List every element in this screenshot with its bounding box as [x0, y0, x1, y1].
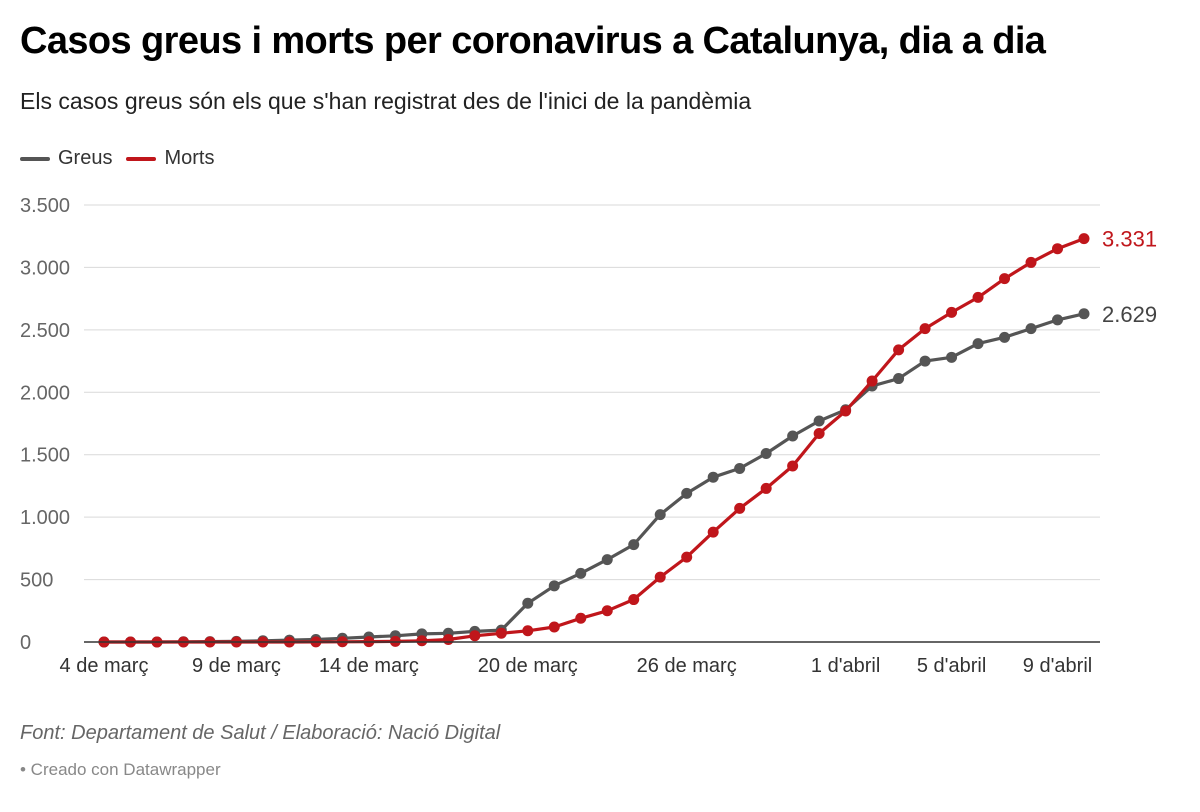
legend-swatch-greus: [20, 156, 50, 161]
data-point-morts: [522, 625, 534, 637]
y-tick-label: 0: [20, 632, 31, 654]
y-tick-label: 1.500: [20, 445, 70, 467]
data-point-greus: [522, 597, 534, 609]
y-tick-label: 1.000: [20, 507, 70, 529]
data-point-morts: [813, 427, 825, 439]
data-point-morts: [946, 306, 958, 318]
data-point-greus: [1078, 308, 1090, 320]
data-point-morts: [601, 605, 613, 617]
source-note: Font: Departament de Salut / Elaboració:…: [20, 722, 501, 744]
data-point-morts: [734, 502, 746, 514]
data-point-morts: [416, 635, 428, 647]
data-point-greus: [654, 509, 666, 521]
data-point-morts: [1025, 256, 1037, 268]
x-tick-label: 9 de març: [192, 655, 281, 677]
y-tick-label: 3.500: [20, 195, 70, 217]
data-point-greus: [575, 567, 587, 579]
series-line-morts: [102, 237, 1086, 644]
chart-subtitle: Els casos greus són els que s'han regist…: [20, 88, 752, 114]
data-point-greus: [813, 415, 825, 427]
data-point-morts: [707, 526, 719, 538]
data-point-morts: [840, 405, 852, 417]
data-point-morts: [972, 291, 984, 303]
y-tick-label: 2.000: [20, 382, 70, 404]
legend-item-morts: Morts: [126, 147, 214, 170]
data-point-morts: [1052, 243, 1064, 255]
data-point-greus: [946, 351, 958, 363]
x-tick-label: 26 de març: [637, 655, 737, 677]
y-tick-label: 2.500: [20, 320, 70, 342]
data-point-morts: [442, 634, 454, 646]
data-point-morts: [548, 621, 560, 633]
x-tick-label: 1 d'abril: [811, 655, 880, 677]
data-point-morts: [919, 323, 931, 335]
data-point-morts: [469, 630, 481, 642]
data-point-greus: [734, 462, 746, 474]
data-point-morts: [681, 551, 693, 563]
legend-item-greus: Greus: [20, 147, 112, 170]
data-point-greus: [893, 373, 905, 385]
data-point-greus: [628, 539, 640, 551]
data-point-morts: [575, 612, 587, 624]
y-tick-label: 3.000: [20, 257, 70, 279]
data-point-morts: [1078, 233, 1090, 245]
chart-title: Casos greus i morts per coronavirus a Ca…: [20, 20, 1046, 62]
data-point-morts: [787, 460, 799, 472]
data-point-morts: [654, 571, 666, 583]
data-point-greus: [1025, 323, 1037, 335]
data-point-morts: [628, 594, 640, 606]
data-point-greus: [1052, 314, 1064, 326]
legend-label-greus: Greus: [58, 147, 113, 169]
data-point-morts: [999, 273, 1011, 285]
x-tick-label: 9 d'abril: [1023, 655, 1092, 677]
datawrapper-credit: • Creado con Datawrapper: [20, 760, 221, 779]
data-point-morts: [893, 344, 905, 356]
x-tick-label: 5 d'abril: [917, 655, 986, 677]
data-point-greus: [707, 471, 719, 483]
x-tick-label: 14 de març: [319, 655, 419, 677]
data-point-greus: [972, 338, 984, 350]
data-point-greus: [681, 487, 693, 499]
data-point-greus: [760, 447, 772, 459]
data-point-morts: [495, 627, 507, 639]
legend-swatch-morts: [126, 156, 157, 161]
data-point-morts: [866, 375, 878, 387]
end-label-morts: 3.331: [1102, 227, 1157, 252]
y-tick-label: 500: [20, 570, 53, 592]
data-point-greus: [787, 430, 799, 442]
legend-label-morts: Morts: [164, 147, 215, 169]
data-point-greus: [919, 355, 931, 367]
end-label-greus: 2.629: [1102, 302, 1157, 327]
series-line-greus: [102, 312, 1086, 644]
legend: Greus Morts: [20, 147, 228, 170]
x-tick-label: 4 de març: [60, 655, 149, 677]
data-point-greus: [999, 331, 1011, 343]
data-point-greus: [548, 580, 560, 592]
data-point-greus: [601, 554, 613, 566]
data-point-morts: [760, 482, 772, 494]
x-tick-label: 20 de març: [478, 655, 578, 677]
